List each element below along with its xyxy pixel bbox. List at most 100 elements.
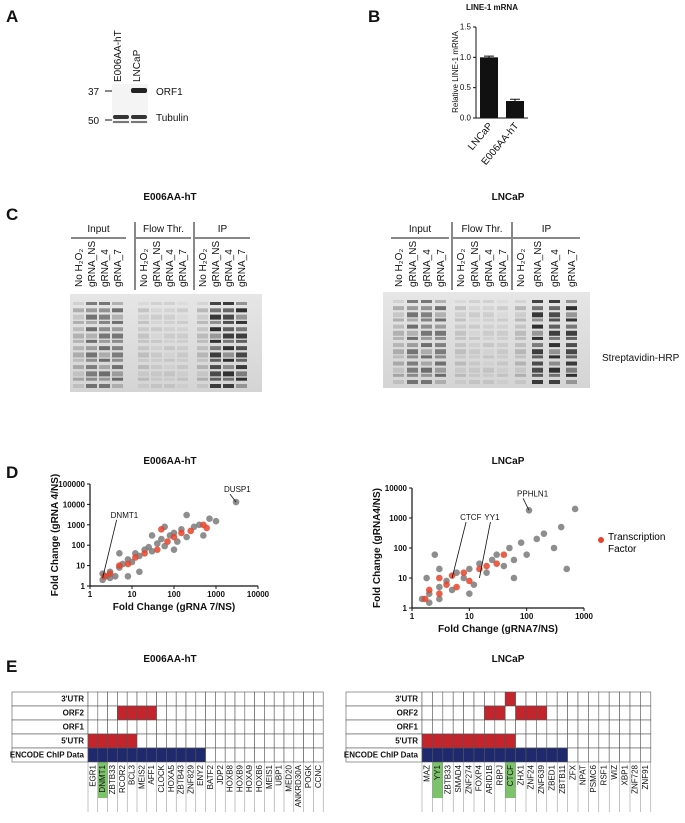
detection-label: Streptavidin-HRP (602, 353, 680, 364)
cell (504, 691, 516, 707)
row-label: ORF1 (63, 723, 85, 732)
cell (619, 747, 631, 763)
y-tick-label: 100 (72, 541, 86, 550)
cell (577, 719, 589, 735)
row-label: ORF2 (397, 709, 419, 718)
cell (303, 705, 314, 721)
cell (494, 691, 506, 707)
cell (264, 747, 275, 763)
band (236, 308, 247, 313)
x-axis-label: Fold Change (gRNA 7/NS) (113, 602, 235, 613)
band (483, 343, 494, 348)
cell (156, 747, 167, 763)
band (112, 308, 123, 313)
band (566, 324, 577, 329)
band (112, 371, 123, 377)
band (497, 300, 508, 303)
y-tick-label: 1.0 (460, 53, 472, 62)
point (460, 574, 468, 582)
cell (421, 705, 433, 721)
band (151, 371, 162, 377)
y-tick-label: 1.5 (460, 23, 472, 32)
band (435, 318, 446, 322)
y-tick-label: 10 (76, 562, 85, 571)
cell (525, 705, 537, 721)
band (549, 355, 560, 359)
band (138, 314, 149, 320)
band (99, 308, 110, 313)
point (178, 529, 185, 537)
cell (175, 747, 187, 763)
band (515, 306, 526, 311)
point (174, 538, 181, 545)
band (469, 355, 480, 359)
point (212, 517, 220, 525)
point (436, 574, 443, 582)
lane-label: No H₂O₂ (394, 249, 405, 287)
cell (97, 705, 108, 721)
band (483, 330, 494, 336)
band (73, 314, 84, 320)
band (549, 361, 560, 366)
cell (185, 719, 197, 735)
band (483, 367, 494, 373)
gene-label: ARID1B (485, 765, 494, 794)
band (407, 367, 418, 373)
band (421, 355, 432, 359)
band (210, 358, 221, 362)
annotation-line (229, 493, 237, 503)
band (197, 314, 208, 320)
x-tick-label: 1000 (575, 612, 593, 621)
chart-title: E006AA-hT (143, 456, 196, 467)
cell (567, 733, 579, 749)
gene-label: CCNC (314, 765, 323, 788)
cell (146, 747, 157, 763)
band (393, 330, 404, 336)
gene-label: NPAT (579, 765, 588, 785)
band (497, 318, 508, 322)
cell (205, 691, 216, 707)
cell (244, 719, 255, 735)
cell (283, 747, 295, 763)
point (153, 546, 161, 554)
row-label: ENCODE ChIP Data (10, 751, 85, 760)
y-tick-label: 100 (394, 544, 408, 553)
cell (608, 733, 620, 749)
band (164, 352, 175, 358)
band (532, 300, 543, 303)
band (421, 380, 432, 384)
band (435, 355, 446, 359)
cell (97, 733, 108, 749)
band (138, 384, 149, 388)
annotation-line (451, 521, 467, 579)
cell (577, 747, 589, 763)
band (223, 365, 234, 370)
gene-label: AFF1 (147, 764, 156, 784)
point (493, 560, 500, 567)
cell (515, 691, 527, 707)
annotation-line (479, 521, 491, 579)
lane-label: gRNA_NS (470, 241, 481, 287)
cell (185, 705, 197, 721)
gene-label: ZNF639 (537, 764, 546, 793)
cell (303, 691, 314, 707)
gene-label: MEIS1 (265, 764, 274, 789)
cell (293, 691, 304, 707)
gene-label: ZHX1 (516, 764, 525, 785)
band (469, 361, 480, 366)
band (151, 352, 162, 358)
cell (117, 747, 128, 763)
lane-label: gRNA_NS (152, 241, 163, 287)
cell (166, 733, 177, 749)
cell (313, 747, 324, 763)
cell (273, 733, 285, 749)
band (112, 339, 123, 343)
band (393, 300, 404, 303)
band (151, 365, 162, 370)
cell (293, 705, 304, 721)
point (470, 581, 478, 588)
cell (97, 691, 108, 707)
point (510, 556, 518, 564)
y-tick-label: 10 (398, 574, 407, 583)
point (158, 535, 165, 543)
